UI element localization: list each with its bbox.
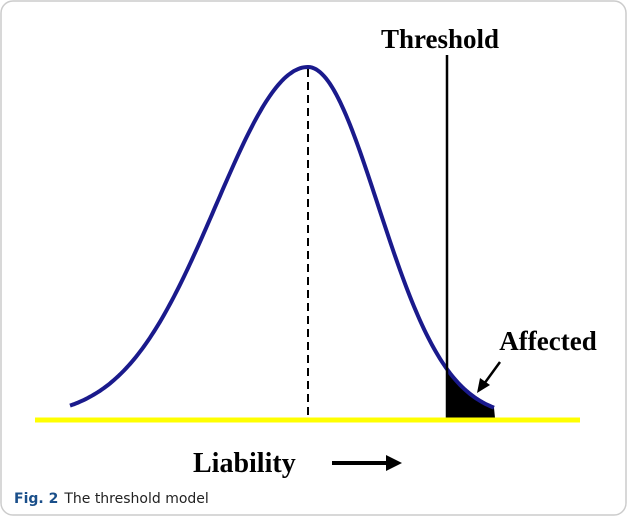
affected-area xyxy=(447,370,495,418)
affected-arrow-shaft xyxy=(482,361,502,385)
caption-label: Fig. 2 xyxy=(14,491,58,507)
caption: Fig. 2 The threshold model xyxy=(14,491,209,507)
distribution-curve xyxy=(69,64,495,410)
axis-arrow-head xyxy=(386,455,402,471)
affected-label: Affected xyxy=(499,326,596,356)
caption-text: The threshold model xyxy=(63,491,208,507)
axis-label: Liability xyxy=(193,448,296,479)
threshold-label: Threshold xyxy=(381,24,499,54)
affected-arrow-head xyxy=(477,378,490,393)
